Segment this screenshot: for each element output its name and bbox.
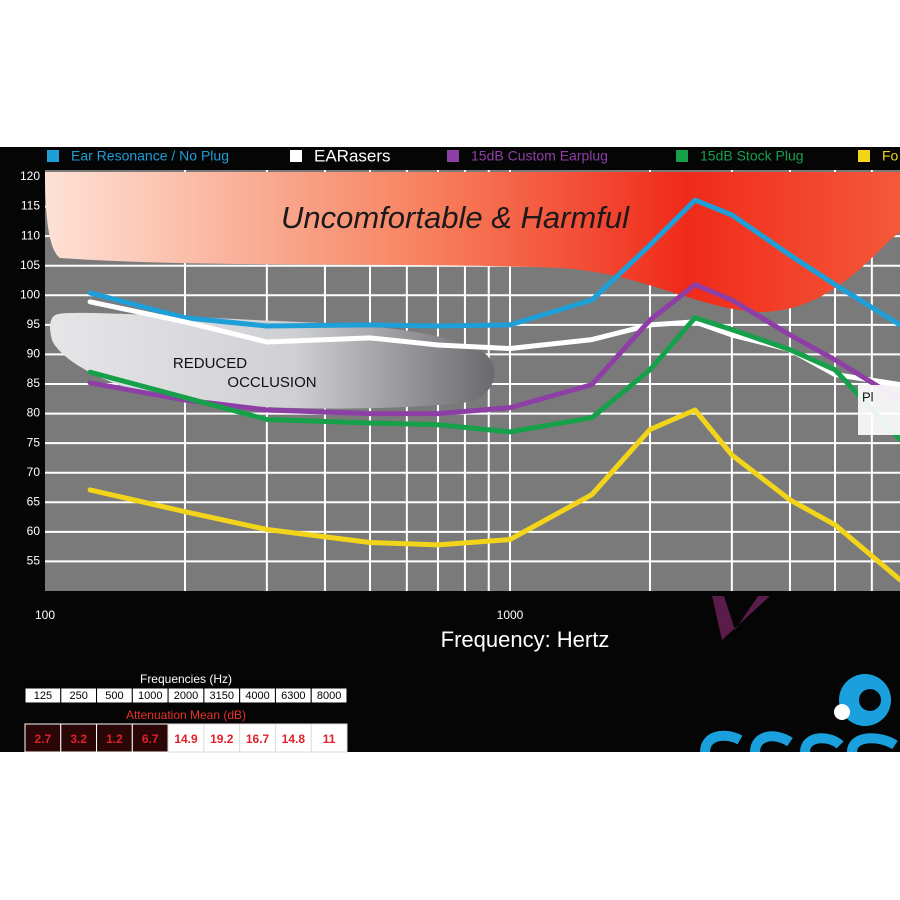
legend-swatch (676, 150, 688, 162)
y-tick-label: 65 (27, 494, 41, 508)
y-tick-label: 70 (27, 465, 41, 479)
logo-mark (834, 704, 850, 720)
table-cell (310, 687, 348, 704)
table-cell-text: 3150 (210, 690, 234, 702)
table-cell-text: 1.2 (106, 732, 123, 746)
legend-swatch (47, 150, 59, 162)
table-cell (239, 723, 276, 753)
table-cell-text: 2.7 (35, 732, 52, 746)
label-box (858, 385, 900, 435)
table-cell-text: 125 (34, 690, 52, 702)
table-cell-text: 250 (69, 690, 87, 702)
logo-mark (859, 689, 881, 711)
y-tick-label: 60 (27, 524, 41, 538)
annotation: Uncomfortable & Harmful (281, 200, 630, 235)
y-tick-label: 110 (21, 228, 40, 242)
y-tick-label: 80 (27, 406, 41, 420)
table-cell-text: 19.2 (210, 732, 234, 746)
legend-label: EARasers (314, 146, 391, 165)
decoration (712, 596, 770, 640)
table-cell-text: 500 (105, 690, 123, 702)
y-tick-label: 90 (27, 347, 41, 361)
annotation: REDUCED (173, 355, 247, 372)
y-tick-label: 85 (27, 376, 41, 390)
y-tick-label: 120 (20, 169, 40, 183)
table-cell-text: 14.8 (282, 732, 306, 746)
series-line (87, 407, 900, 583)
legend-label: Ear Resonance / No Plug (71, 148, 229, 164)
x-tick-label: 100 (35, 608, 55, 622)
annotation: Pl (862, 389, 874, 404)
table-cell-text: 14.9 (174, 732, 198, 746)
table-cell-text: 1000 (138, 690, 162, 702)
table-header: Frequencies (Hz) (140, 672, 232, 686)
table-cell-text: 11 (323, 732, 336, 746)
series-line (87, 315, 900, 443)
table-cell-text: 6300 (281, 690, 305, 702)
y-tick-label: 75 (27, 435, 41, 449)
table-cell (96, 723, 133, 753)
annotation: OCCLUSION (227, 374, 316, 391)
legend-swatch (858, 150, 870, 162)
table-cell (274, 723, 312, 753)
logo (700, 674, 898, 754)
table-cell (60, 723, 98, 753)
y-tick-label: 105 (20, 258, 40, 272)
table-cell-text: 3.2 (70, 732, 87, 746)
table-subheader: Attenuation Mean (dB) (126, 708, 246, 722)
y-tick-label: 55 (27, 554, 41, 568)
table-cell-text: 2000 (174, 690, 198, 702)
y-tick-label: 95 (27, 317, 41, 331)
table-cell (167, 723, 205, 753)
series-line (87, 282, 900, 417)
table-cell-text: 6.7 (142, 732, 159, 746)
y-tick-label: 100 (20, 287, 40, 301)
legend-swatch (447, 150, 459, 162)
table-cell-text: 16.7 (246, 732, 270, 746)
y-tick-label: 115 (21, 199, 40, 213)
legend-label: 15dB Custom Earplug (471, 148, 608, 164)
legend-swatch (290, 150, 302, 162)
series-line (87, 197, 900, 329)
legend-label: 15dB Stock Plug (700, 148, 804, 164)
legend-label: Fo (882, 148, 899, 164)
x-axis-title: Frequency: Hertz (441, 627, 610, 652)
table-cell-text: 8000 (317, 690, 341, 702)
x-tick-label: 1000 (497, 608, 524, 622)
logo-text (700, 730, 898, 754)
table-cell (203, 723, 241, 753)
table-cell-text: 4000 (245, 690, 269, 702)
table-cell (24, 723, 62, 753)
table-cell (310, 723, 348, 753)
